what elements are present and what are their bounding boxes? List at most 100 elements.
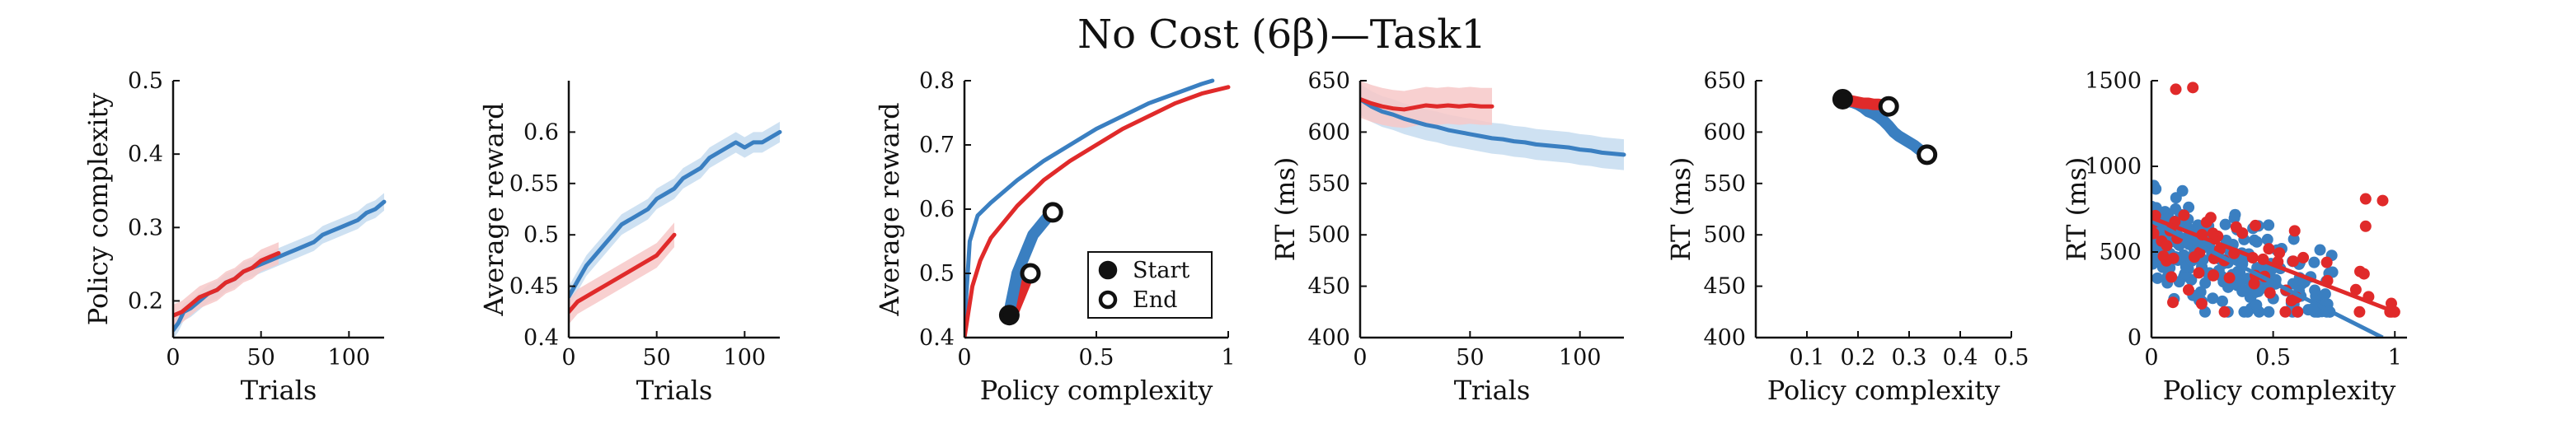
scatter-point-red	[2264, 287, 2276, 299]
scatter-point-blue	[2207, 292, 2219, 305]
y-tick-label: 0.6	[919, 197, 955, 222]
scatter-point-blue	[2263, 219, 2275, 231]
y-tick-label: 0.6	[523, 119, 559, 145]
scatter-point-red	[2287, 255, 2299, 268]
scatter-point-red	[2161, 240, 2173, 252]
y-axis-label: RT (ms)	[1665, 157, 1696, 262]
series-band-blue	[173, 193, 384, 338]
scatter-point-red	[2377, 194, 2389, 207]
x-tick-label: 1	[1221, 345, 1235, 371]
series-line-red-1	[1360, 96, 1494, 112]
start-marker	[1832, 88, 1853, 110]
x-axis-label: Policy complexity	[2163, 375, 2396, 406]
scatter-point-blue	[2151, 180, 2160, 192]
x-tick-label: 50	[1456, 345, 1484, 371]
scatter-point-blue	[2314, 244, 2326, 256]
y-tick-label: 0.3	[128, 215, 163, 240]
scatter-point-blue	[2229, 208, 2241, 221]
x-tick-label: 100	[1559, 345, 1602, 371]
y-tick-label: 0.4	[523, 325, 559, 351]
x-tick-label: 0	[561, 345, 575, 371]
scatter-point-red	[2165, 271, 2178, 283]
scatter-point-red	[2285, 295, 2297, 307]
y-tick-label: 400	[1307, 325, 1350, 351]
scatter-point-red	[2157, 250, 2170, 263]
y-tick-label: 0.4	[919, 325, 955, 351]
scatter-point-blue	[2326, 266, 2339, 278]
scatter-point-blue	[2151, 258, 2159, 270]
y-tick-label: 1500	[2085, 68, 2142, 94]
x-tick-label: 0.1	[1790, 345, 1825, 371]
scatter-point-red	[2250, 219, 2262, 231]
y-tick-label: 600	[1703, 119, 1746, 145]
scatter-point-blue	[2241, 305, 2254, 318]
y-tick-label: 600	[1307, 119, 1350, 145]
scatter-point-red	[2178, 209, 2190, 221]
scatter-point-blue	[2236, 285, 2249, 297]
scatter-point-red	[2207, 269, 2219, 282]
x-tick-label: 50	[246, 345, 274, 371]
plot-area	[1360, 81, 1626, 170]
x-axis-label: Trials	[636, 375, 713, 406]
y-tick-label: 0	[2128, 325, 2142, 351]
series-band-red	[569, 222, 674, 324]
x-tick-label: 100	[724, 345, 767, 371]
legend: Start End	[1087, 251, 1213, 319]
series-line-blue-3	[1003, 206, 1059, 318]
scatter-point-red	[2167, 296, 2180, 309]
scatter-point-blue	[2178, 249, 2190, 261]
scatter-point-red	[2359, 193, 2372, 205]
scatter-point-blue	[2309, 284, 2321, 296]
scatter-point-blue	[2261, 233, 2273, 245]
scatter-point-red	[2187, 82, 2199, 94]
scatter-point-red	[2189, 251, 2201, 263]
scatter-point-red	[2320, 256, 2333, 268]
scatter-point-red	[2273, 247, 2286, 259]
y-axis-label: Policy complexity	[82, 93, 114, 326]
panel-p3: 0 0.5 1 0.4 0.5 0.6 0.7 0.8 Policy complexity Ave…	[874, 68, 1236, 406]
series-line-blue-0	[1360, 96, 1626, 157]
scatter-point-blue	[2319, 288, 2331, 301]
series-line-red-1	[173, 250, 281, 318]
y-axis-label: RT (ms)	[2061, 157, 2092, 262]
scatter-point-red	[2353, 305, 2366, 318]
scatter-point-blue	[2250, 286, 2262, 298]
y-tick-label: 450	[1307, 274, 1350, 300]
scatter-point-red	[2263, 243, 2275, 255]
scatter-point-red	[2151, 227, 2160, 240]
axes: 0 50 100 400 450 500 550 600 650 Trials RT (ms)	[1269, 68, 1624, 406]
scatter-point-red	[2288, 225, 2301, 237]
scatter-point-blue	[2219, 218, 2231, 231]
series-line-blue-0	[173, 199, 387, 333]
scatter-point-red	[2248, 277, 2260, 290]
panel-p5: 0.1 0.2 0.3 0.4 0.5 400 450 500 550 600 650 Policy …	[1665, 68, 2029, 406]
y-tick-label: 0.4	[128, 142, 163, 167]
x-tick-label: 0.2	[1841, 345, 1876, 371]
figure-title: No Cost (6β)—Task1	[1077, 12, 1486, 58]
x-axis-label: Policy complexity	[1767, 375, 2001, 406]
scatter-point-red	[2170, 83, 2182, 96]
panel-p6: 0 0.5 1 0 500 1000 1500 Policy complexity RT (ms…	[2061, 68, 2407, 406]
x-tick-label: 0.5	[1079, 345, 1114, 371]
y-axis-label: Average reward	[874, 102, 905, 316]
x-tick-label: 1	[2388, 345, 2402, 371]
scatter-point-red	[2292, 305, 2304, 318]
series-line-red-1	[569, 232, 677, 315]
y-tick-label: 1000	[2085, 154, 2142, 180]
y-tick-label: 0.45	[509, 274, 559, 300]
axes: 0 50 100 0.2 0.3 0.4 0.5 Trials Policy complexit…	[82, 68, 384, 406]
scatter-point-blue	[2250, 299, 2263, 311]
y-tick-label: 550	[1703, 171, 1746, 197]
x-tick-label: 0.5	[1994, 345, 2029, 371]
y-tick-label: 0.5	[919, 261, 955, 287]
start-marker	[998, 305, 1020, 326]
scatter-point-blue	[2248, 234, 2260, 246]
x-tick-label: 100	[328, 345, 371, 371]
scatter-point-blue	[2287, 233, 2300, 245]
end-marker	[1020, 263, 1041, 284]
x-tick-label: 0.3	[1892, 345, 1927, 371]
y-tick-label: 500	[2099, 240, 2142, 265]
y-tick-label: 0.7	[919, 133, 955, 158]
y-tick-label: 0.5	[523, 222, 559, 248]
scatter-point-red	[2195, 297, 2208, 310]
